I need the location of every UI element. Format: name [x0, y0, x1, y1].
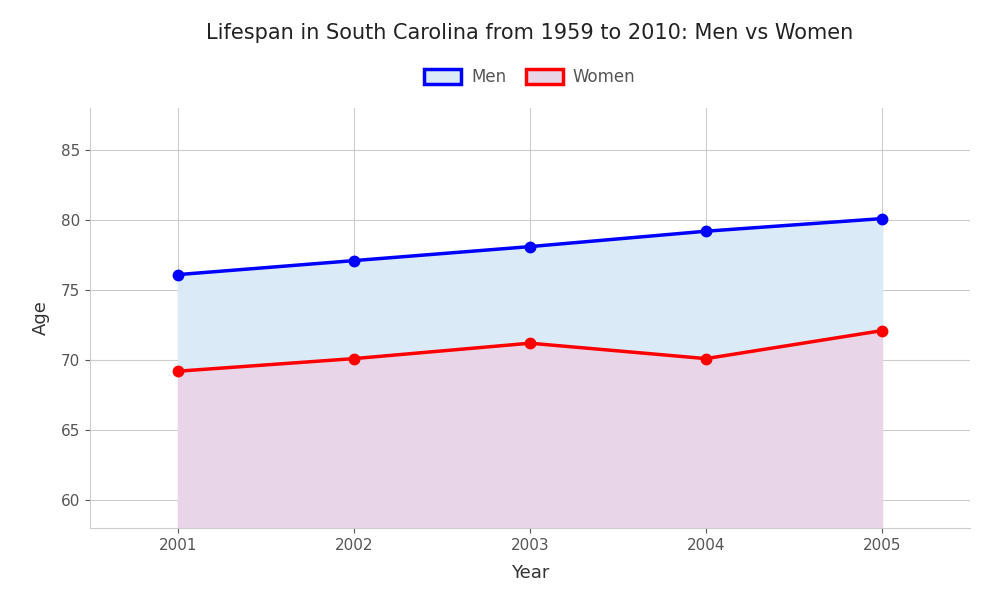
X-axis label: Year: Year — [511, 564, 549, 582]
Title: Lifespan in South Carolina from 1959 to 2010: Men vs Women: Lifespan in South Carolina from 1959 to … — [206, 23, 854, 43]
Legend: Men, Women: Men, Women — [418, 62, 642, 93]
Y-axis label: Age: Age — [32, 301, 50, 335]
